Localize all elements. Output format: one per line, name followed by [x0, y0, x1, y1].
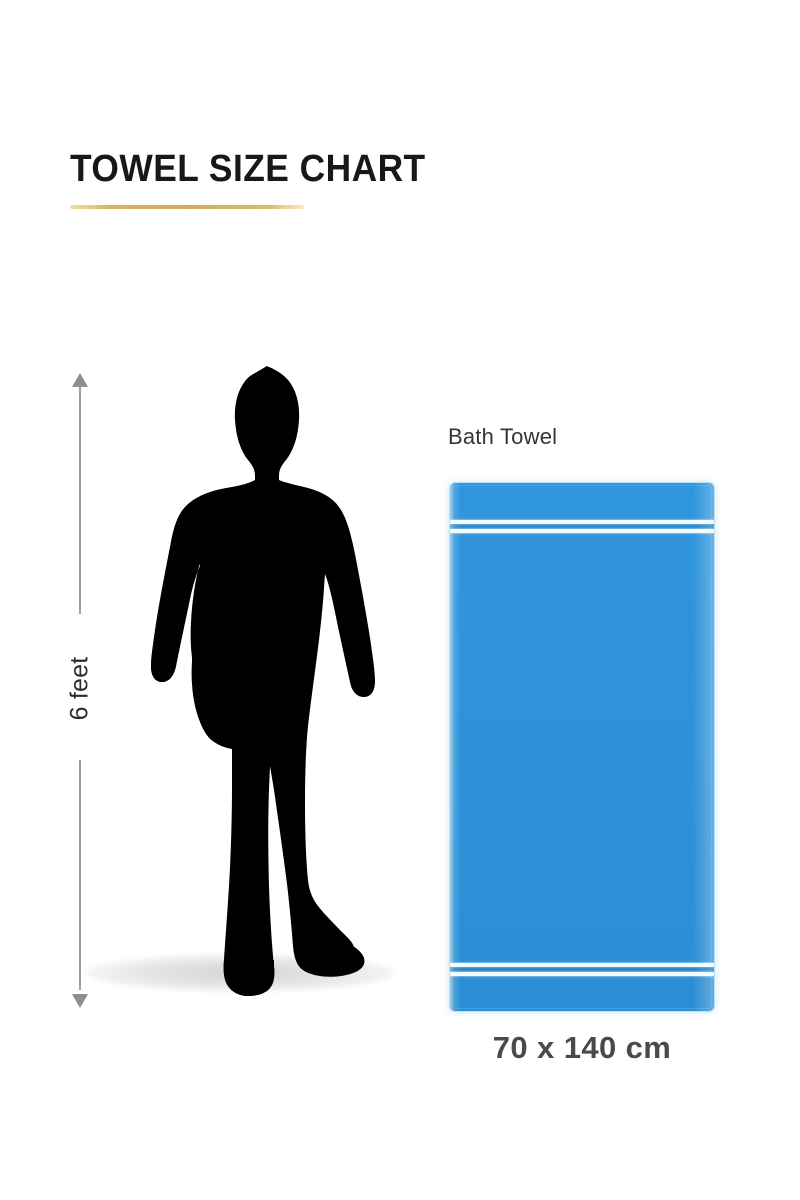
towel-name-label: Bath Towel: [448, 424, 558, 449]
towel-stripe: [450, 529, 714, 533]
title-underline-rule: [70, 204, 304, 209]
towel-stripe: [450, 963, 714, 967]
towel-stripe: [450, 972, 714, 976]
arrow-up-icon: [72, 373, 88, 387]
title-block: TOWEL SIZE CHART: [70, 148, 590, 209]
man-silhouette-icon: [151, 366, 375, 996]
towel-stripe-gap: [450, 967, 714, 972]
towel-stripe-gap: [450, 524, 714, 529]
bath-towel-graphic: [446, 480, 718, 1014]
towel-inner-edge: [452, 485, 712, 1009]
page-title: TOWEL SIZE CHART: [70, 148, 426, 190]
scale-reference-figure: [86, 366, 418, 1026]
arrow-down-icon: [72, 994, 88, 1008]
height-measurement-arrow: 6 feet: [66, 372, 94, 1016]
measure-line-upper: [79, 386, 81, 614]
towel-stripe: [450, 520, 714, 524]
towel-dimensions-label: 70 x 140 cm: [492, 1030, 672, 1065]
height-label: 6 feet: [65, 656, 94, 720]
towel-body: [450, 483, 714, 1011]
measure-line-lower: [79, 760, 81, 990]
